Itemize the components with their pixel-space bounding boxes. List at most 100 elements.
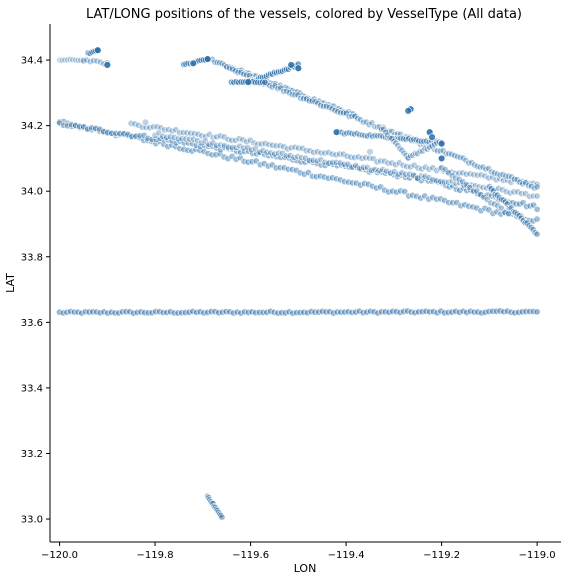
data-point: [221, 143, 229, 151]
data-point: [429, 193, 437, 201]
data-point: [329, 159, 337, 167]
data-point: [203, 55, 212, 63]
data-point: [61, 56, 69, 64]
data-point: [172, 139, 180, 147]
data-point: [384, 159, 392, 167]
data-point: [231, 136, 239, 144]
data-point: [500, 176, 508, 184]
data-point: [339, 109, 347, 117]
data-point: [228, 144, 236, 152]
x-tick-label: −119.8: [137, 550, 174, 561]
data-point: [347, 153, 355, 161]
data-point: [264, 162, 272, 170]
data-point: [354, 153, 362, 161]
data-point: [188, 140, 196, 148]
data-point: [415, 137, 423, 145]
data-point: [533, 308, 541, 316]
data-point: [178, 135, 186, 143]
data-point: [516, 200, 524, 208]
data-point: [243, 138, 251, 146]
data-point: [390, 168, 398, 176]
data-point: [208, 151, 216, 159]
data-point: [340, 160, 348, 168]
data-point: [246, 136, 254, 144]
data-point: [345, 129, 353, 137]
data-point: [200, 147, 208, 155]
data-point: [440, 178, 448, 186]
data-point: [413, 174, 421, 182]
data-point: [461, 201, 469, 209]
data-point: [244, 78, 252, 86]
data-point: [502, 172, 510, 180]
data-point: [213, 141, 221, 149]
data-point: [512, 200, 520, 208]
data-point: [359, 163, 367, 171]
data-point: [459, 169, 467, 177]
data-point: [418, 165, 426, 173]
data-point: [489, 187, 497, 195]
data-point: [58, 56, 66, 64]
data-point: [343, 129, 351, 137]
data-point: [305, 97, 313, 105]
data-point: [64, 122, 72, 130]
data-point: [276, 164, 284, 172]
data-point: [325, 148, 333, 156]
data-point: [205, 494, 213, 502]
y-tick-label: 33.2: [21, 449, 43, 460]
data-point: [239, 136, 247, 144]
data-point: [399, 161, 407, 169]
data-point: [144, 134, 152, 142]
data-point: [188, 147, 196, 155]
data-point: [533, 205, 541, 213]
data-point: [194, 137, 202, 145]
data-point: [277, 84, 285, 92]
data-point: [321, 149, 329, 157]
data-point: [182, 135, 190, 143]
data-point: [444, 178, 452, 186]
x-tick-label: −120.0: [41, 550, 78, 561]
data-point: [490, 200, 498, 208]
data-point: [373, 184, 381, 192]
data-point: [128, 132, 136, 140]
data-point: [469, 187, 477, 195]
data-point: [433, 195, 441, 203]
data-point: [368, 119, 376, 127]
data-point: [282, 152, 290, 160]
data-point: [487, 185, 495, 193]
data-point: [159, 132, 167, 140]
data-point: [393, 188, 401, 196]
data-point: [438, 164, 446, 172]
data-point: [164, 126, 172, 134]
data-point: [513, 176, 521, 184]
data-point: [519, 217, 527, 225]
data-point: [365, 180, 373, 188]
data-point: [56, 56, 64, 64]
data-point: [152, 135, 160, 143]
data-point: [180, 139, 188, 147]
data-point: [212, 151, 220, 159]
data-point: [507, 204, 515, 212]
data-point: [379, 166, 387, 174]
data-point: [388, 159, 396, 167]
data-point: [504, 209, 512, 217]
data-point: [140, 136, 148, 144]
data-point: [280, 164, 288, 172]
data-point: [306, 147, 314, 155]
data-point: [205, 140, 213, 148]
data-point: [103, 61, 112, 69]
data-point: [381, 186, 389, 194]
data-point: [349, 179, 357, 187]
data-point: [413, 192, 421, 200]
data-point: [96, 58, 104, 66]
data-point: [410, 135, 418, 143]
data-point: [84, 125, 92, 133]
data-point: [298, 144, 306, 152]
data-point: [353, 179, 361, 187]
data-point: [275, 149, 283, 157]
data-point: [428, 133, 436, 141]
data-point: [168, 127, 176, 135]
data-point: [243, 71, 251, 79]
data-point: [394, 142, 402, 150]
data-point: [436, 147, 444, 155]
